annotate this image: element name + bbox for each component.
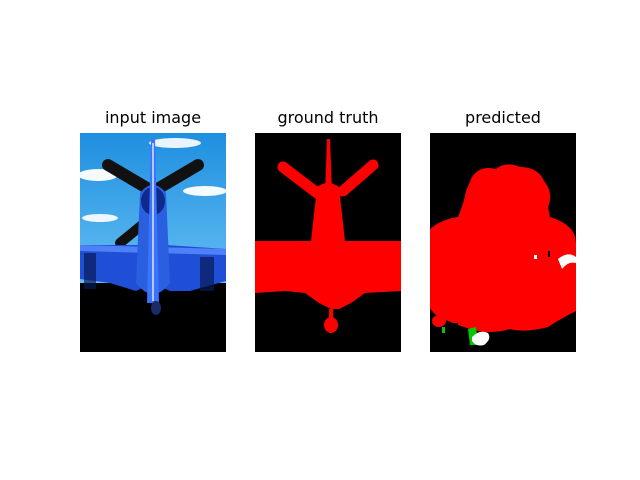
ground-truth-title: ground truth <box>277 108 379 127</box>
propeller-blade <box>115 220 147 248</box>
aeroplane-region <box>255 183 401 309</box>
input-image-photo <box>80 133 226 352</box>
input-image-title: input image <box>104 108 202 127</box>
cloud <box>149 138 201 148</box>
predicted-title: predicted <box>465 108 541 127</box>
propeller-blade <box>148 159 204 197</box>
predicted-mask <box>430 133 576 352</box>
void-region <box>472 331 490 346</box>
aeroplane-region <box>432 315 446 327</box>
aeroplane-region <box>324 317 338 333</box>
ground-truth-panel <box>255 133 401 352</box>
ground-truth-mask <box>255 133 401 352</box>
aeroplane-region <box>277 161 323 199</box>
propeller-blade <box>102 159 158 197</box>
aeroplane-region <box>325 139 332 193</box>
input-image-panel <box>80 133 226 352</box>
void-region <box>558 254 576 269</box>
tail-wheel <box>151 301 161 315</box>
aeroplane-region <box>430 164 576 332</box>
cloud <box>82 214 118 222</box>
predicted-panel <box>430 133 576 352</box>
aeroplane-region <box>337 159 379 197</box>
cloud <box>183 186 226 196</box>
